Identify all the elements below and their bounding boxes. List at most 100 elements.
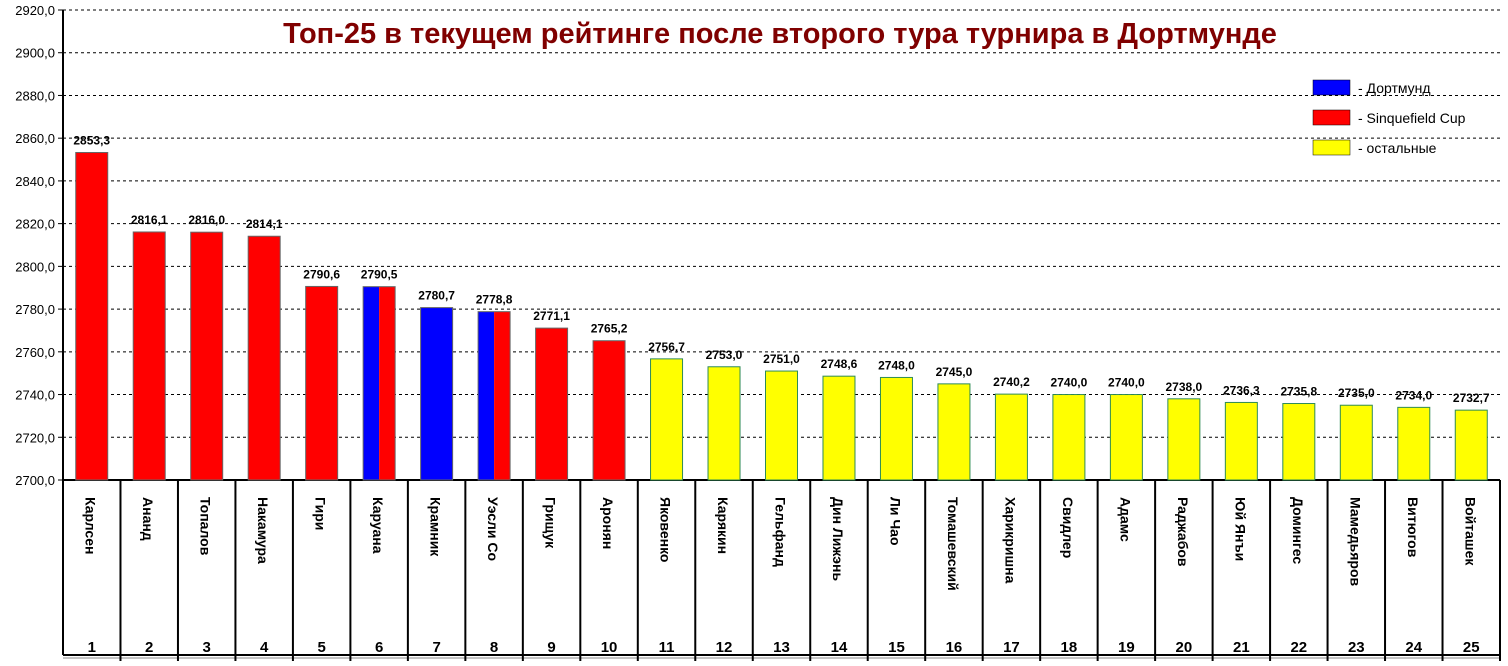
bar bbox=[190, 231, 224, 481]
data-label: 2740,0 bbox=[1051, 376, 1088, 390]
category-label: Ананд bbox=[140, 497, 156, 541]
rank-label: 14 bbox=[831, 639, 848, 656]
rank-label: 15 bbox=[888, 639, 905, 656]
y-tick-label: 2740,0 bbox=[15, 388, 55, 403]
category-label: Юй Янъи bbox=[1232, 497, 1248, 561]
data-label: 2732,7 bbox=[1453, 391, 1490, 405]
bar-outline bbox=[477, 311, 511, 481]
y-tick-label: 2920,0 bbox=[15, 3, 55, 18]
bar bbox=[1397, 406, 1431, 481]
category-label: Свидлер bbox=[1060, 497, 1076, 558]
bar bbox=[535, 327, 569, 481]
rank-label: 2 bbox=[145, 639, 153, 656]
rank-label: 11 bbox=[659, 639, 675, 656]
rank-label: 12 bbox=[716, 639, 733, 656]
bar-sinquefield-part bbox=[494, 311, 511, 480]
category-label: Грищук bbox=[543, 497, 559, 549]
rank-label: 20 bbox=[1176, 639, 1193, 656]
legend-swatch bbox=[1312, 139, 1351, 156]
data-label: 2771,1 bbox=[533, 309, 570, 323]
data-label: 2756,7 bbox=[648, 340, 685, 354]
bar bbox=[994, 393, 1028, 481]
data-label: 2751,0 bbox=[763, 352, 800, 366]
y-tick-label: 2760,0 bbox=[15, 345, 55, 360]
legend-label: - Дортмунд bbox=[1358, 80, 1431, 96]
rank-label: 17 bbox=[1003, 639, 1020, 656]
category-label: Адамс bbox=[1117, 497, 1133, 542]
y-tick-label: 2860,0 bbox=[15, 131, 55, 146]
rank-label: 5 bbox=[317, 639, 325, 656]
data-label: 2816,1 bbox=[131, 213, 168, 227]
rank-label: 1 bbox=[88, 639, 96, 656]
bar bbox=[75, 151, 109, 481]
bar bbox=[765, 370, 798, 481]
y-tick-label: 2880,0 bbox=[15, 88, 55, 103]
rank-label: 16 bbox=[946, 639, 963, 656]
data-label: 2753,0 bbox=[706, 348, 743, 362]
bar bbox=[937, 383, 971, 481]
chart-title: Топ-25 в текущем рейтинге после второго … bbox=[283, 18, 1277, 50]
data-label: 2735,8 bbox=[1280, 385, 1317, 399]
rank-label: 4 bbox=[260, 639, 269, 656]
category-label: Крамник bbox=[428, 497, 444, 557]
category-label: Гири bbox=[313, 497, 329, 530]
data-label: 2736,3 bbox=[1223, 383, 1260, 397]
bar bbox=[879, 376, 913, 481]
data-label: 2780,7 bbox=[418, 289, 455, 303]
rank-label: 19 bbox=[1118, 639, 1135, 656]
bar bbox=[822, 375, 856, 481]
y-tick-label: 2700,0 bbox=[15, 473, 55, 488]
legend-swatch bbox=[1312, 109, 1351, 126]
rank-label: 18 bbox=[1061, 639, 1078, 656]
category-label: Мамедьяров bbox=[1347, 497, 1363, 587]
bar bbox=[707, 366, 741, 481]
category-label: Ли Чао bbox=[887, 497, 903, 546]
category-label: Раджабов bbox=[1175, 497, 1191, 567]
category-label: Витюгов bbox=[1405, 497, 1421, 558]
bar-outline bbox=[362, 286, 396, 481]
category-label: Войташек bbox=[1462, 497, 1478, 566]
data-label: 2748,0 bbox=[878, 358, 915, 372]
category-label: Топалов bbox=[198, 497, 214, 556]
bar bbox=[1339, 404, 1373, 481]
data-label: 2816,0 bbox=[188, 213, 225, 227]
rank-label: 6 bbox=[375, 639, 383, 656]
y-tick-label: 2780,0 bbox=[15, 302, 55, 317]
bar-dortmund-part bbox=[363, 286, 380, 480]
data-label: 2738,0 bbox=[1166, 380, 1203, 394]
bar bbox=[132, 231, 166, 481]
rank-label: 9 bbox=[547, 639, 555, 656]
category-label: Гельфанд bbox=[773, 497, 789, 567]
rank-label: 21 bbox=[1233, 639, 1250, 656]
data-label: 2740,0 bbox=[1108, 376, 1145, 390]
y-tick-label: 2800,0 bbox=[15, 259, 55, 274]
bar bbox=[1167, 398, 1201, 481]
bar bbox=[1454, 409, 1488, 481]
bar-dortmund-part bbox=[478, 311, 495, 480]
legend-swatch bbox=[1312, 79, 1351, 96]
rank-label: 22 bbox=[1290, 639, 1307, 656]
category-label: Карлсен bbox=[83, 497, 99, 554]
bar bbox=[420, 307, 454, 481]
category-label: Карякин bbox=[715, 497, 731, 554]
rank-label: 13 bbox=[773, 639, 790, 656]
bar bbox=[592, 340, 626, 481]
data-label: 2790,5 bbox=[361, 268, 398, 282]
category-label: Дин Лижэнь bbox=[830, 497, 846, 581]
category-label: Харикришна bbox=[1002, 497, 1018, 584]
data-label: 2790,6 bbox=[303, 267, 340, 281]
legend-label: - остальные bbox=[1358, 140, 1437, 156]
bar-sinquefield-part bbox=[379, 286, 396, 480]
bar bbox=[1224, 401, 1258, 481]
data-label: 2814,1 bbox=[246, 217, 283, 231]
y-tick-label: 2840,0 bbox=[15, 174, 55, 189]
y-tick-label: 2720,0 bbox=[15, 430, 55, 445]
data-label: 2748,6 bbox=[821, 357, 858, 371]
category-label: Домингес bbox=[1290, 497, 1306, 564]
data-label: 2745,0 bbox=[936, 365, 973, 379]
category-label: Томашевский bbox=[945, 497, 961, 591]
data-label: 2734,0 bbox=[1395, 388, 1432, 402]
category-label: Яковенко bbox=[658, 497, 674, 562]
